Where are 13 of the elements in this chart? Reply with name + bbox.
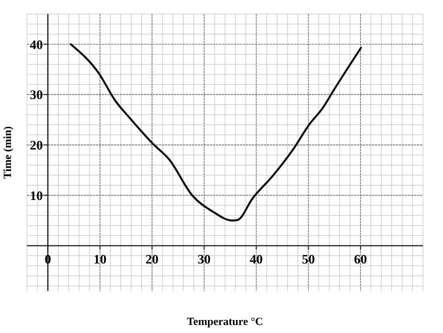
- x-axis-title: Temperature °C: [186, 316, 264, 328]
- x-tick-label: 60: [354, 252, 367, 267]
- y-axis-title: Time (min): [2, 126, 14, 179]
- line-series: [70, 43, 362, 222]
- x-tick-label: 20: [146, 252, 159, 267]
- y-tick-label: 40: [30, 36, 43, 52]
- x-tick-label: 30: [198, 252, 211, 267]
- x-tick-label: 10: [93, 252, 106, 267]
- y-tick-label: 20: [30, 137, 43, 152]
- x-tick-label: 50: [302, 252, 315, 267]
- y-tick-label: 30: [30, 87, 43, 102]
- y-tick-label: 10: [30, 188, 43, 203]
- x-tick-label: 40: [250, 252, 263, 267]
